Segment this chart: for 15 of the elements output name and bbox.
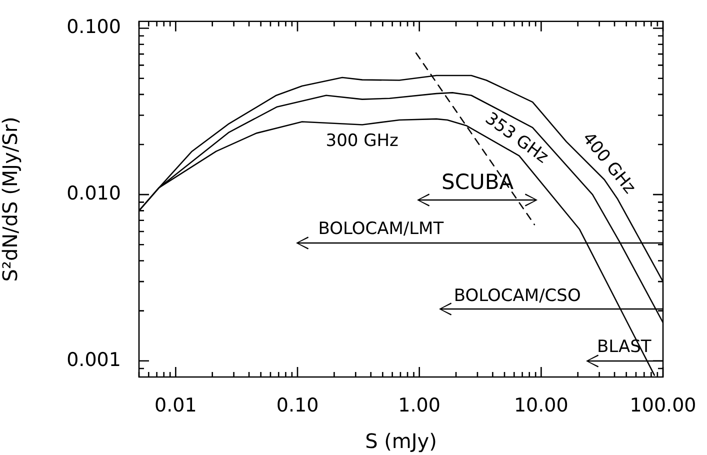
y-tick-label: 0.100 — [66, 16, 121, 38]
annotation: SCUBA — [442, 170, 514, 194]
y-tick-label: 0.010 — [66, 182, 121, 205]
x-axis-title: S (mJy) — [365, 429, 437, 454]
x-tick-label: 0.01 — [154, 394, 197, 416]
annotation: BOLOCAM/CSO — [454, 286, 581, 306]
x-tick-label: 0.10 — [276, 394, 319, 416]
x-tick-label: 100.00 — [630, 394, 696, 416]
series-label: 300 GHz — [326, 131, 398, 152]
x-tick-label: 1.00 — [398, 394, 440, 416]
x-tick-label: 10.00 — [514, 394, 568, 416]
text: 353 GHz — [481, 108, 552, 168]
annotation: BOLOCAM/LMT — [318, 218, 444, 239]
y-axis-title: S²dN/dS (MJy/Sr) — [0, 116, 22, 282]
y-tick-label: 0.001 — [66, 348, 121, 371]
